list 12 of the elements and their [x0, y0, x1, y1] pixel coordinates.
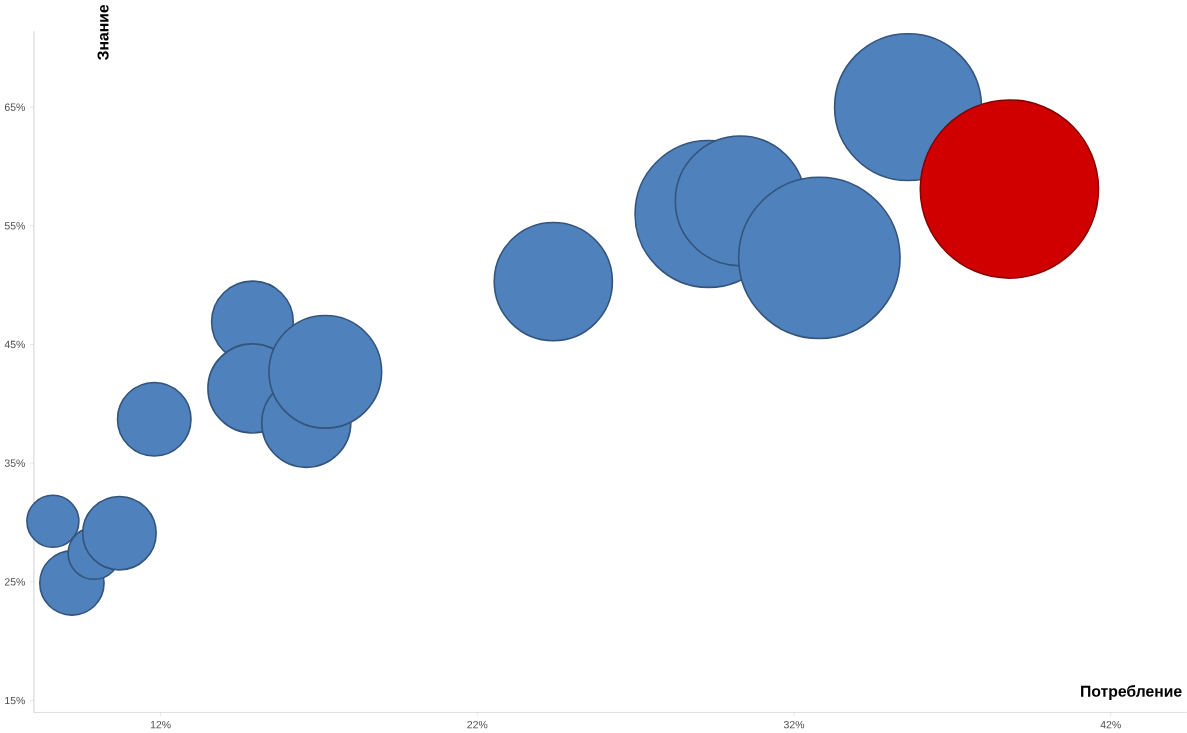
x-axis-title: Потребление [1081, 685, 1182, 701]
x-tick-label: 42% [1100, 721, 1121, 729]
x-tick-label: 22% [467, 721, 488, 729]
y-tick-label: 55% [4, 222, 25, 230]
y-tick-label: 45% [4, 340, 25, 349]
x-tick-label: 12% [150, 721, 171, 729]
y-tick-label: 15% [5, 696, 25, 705]
y-tick-label: 65% [4, 103, 25, 111]
y-axis-title: Знание [97, 5, 109, 61]
y-tick-label: 35% [4, 459, 25, 467]
y-tick-label: 25% [4, 578, 25, 586]
x-tick-label: 32% [783, 721, 805, 729]
